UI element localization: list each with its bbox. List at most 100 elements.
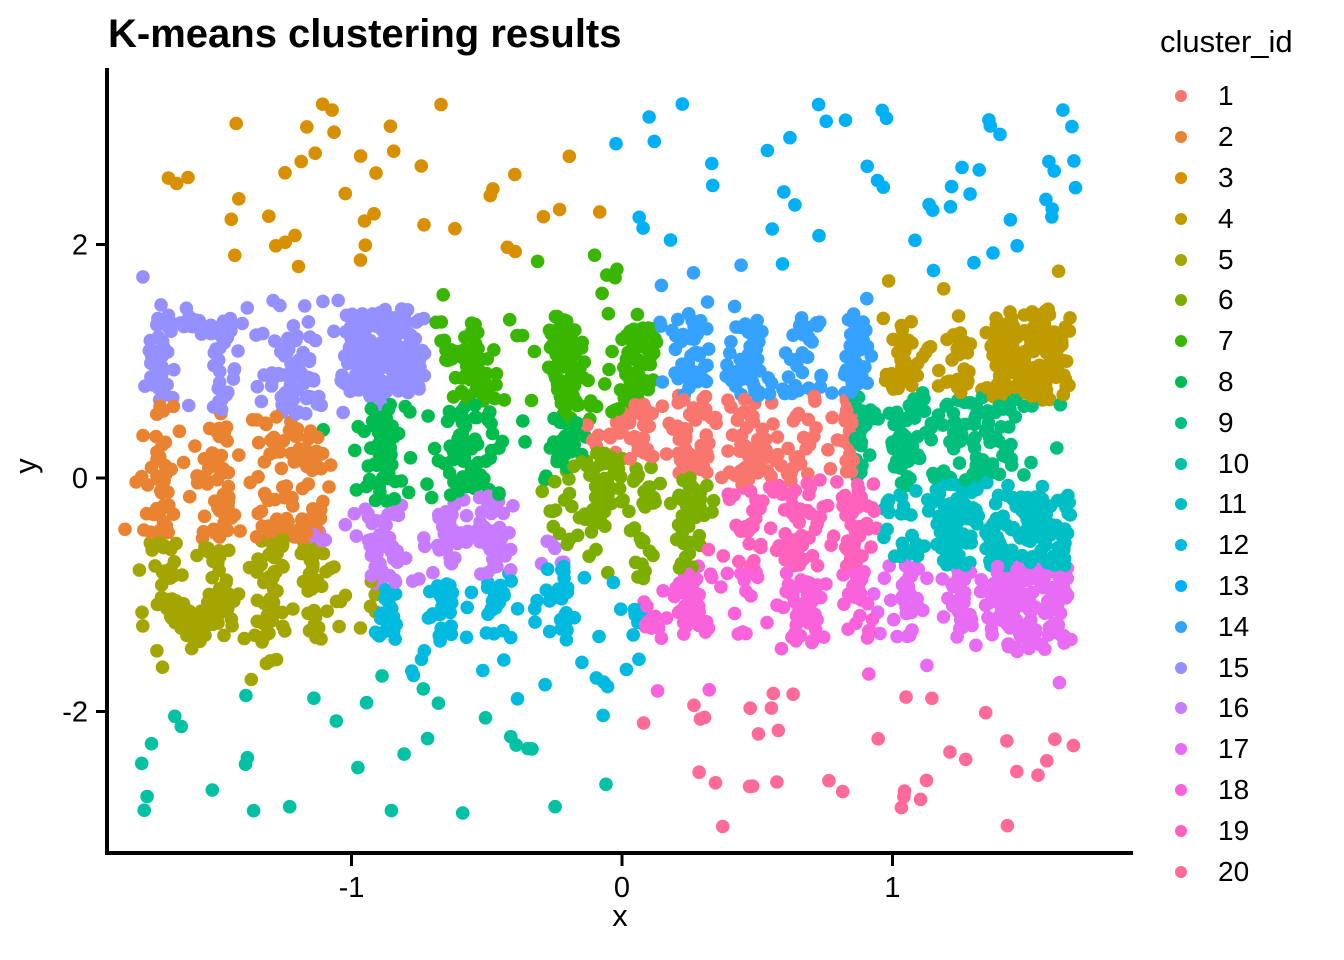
data-point <box>816 630 831 644</box>
data-point <box>510 692 525 706</box>
data-point <box>372 392 387 406</box>
data-point <box>686 266 701 280</box>
data-point <box>640 599 654 614</box>
data-point <box>663 496 678 511</box>
data-point <box>778 552 792 567</box>
data-point <box>1059 585 1073 600</box>
data-point <box>494 531 509 545</box>
data-point <box>823 462 838 476</box>
data-point <box>281 339 296 354</box>
data-point <box>262 209 276 223</box>
data-point <box>747 554 761 568</box>
data-point <box>249 328 263 342</box>
data-point <box>257 455 272 469</box>
data-point <box>553 389 568 404</box>
data-point <box>375 669 389 683</box>
data-point <box>894 800 909 815</box>
data-point <box>487 343 501 357</box>
data-point <box>746 503 760 518</box>
data-point <box>727 299 742 314</box>
data-point <box>923 340 938 354</box>
data-point <box>667 589 682 604</box>
legend-label: 2 <box>1218 121 1234 153</box>
data-point <box>550 377 565 391</box>
data-point <box>154 298 168 312</box>
data-point <box>144 736 159 751</box>
data-point <box>963 337 978 351</box>
legend-label: 14 <box>1218 610 1250 642</box>
data-point <box>811 97 826 112</box>
data-point <box>497 393 512 407</box>
data-point <box>966 467 980 481</box>
data-point <box>299 526 314 540</box>
data-point <box>853 608 867 623</box>
data-point <box>763 521 778 535</box>
data-point <box>168 709 182 724</box>
data-point <box>254 557 268 572</box>
data-point <box>902 605 916 620</box>
data-point <box>654 631 669 645</box>
data-point <box>410 380 425 395</box>
legend-item: 8 <box>1158 362 1342 403</box>
data-point <box>497 653 511 667</box>
data-point <box>809 316 824 330</box>
data-point <box>366 382 381 397</box>
data-point <box>574 341 589 355</box>
data-point <box>993 512 1008 527</box>
data-point <box>580 418 594 432</box>
data-point <box>599 477 614 492</box>
data-point <box>213 550 227 564</box>
data-point <box>397 365 411 380</box>
data-point <box>696 372 711 387</box>
data-point <box>417 218 431 232</box>
data-point <box>424 490 439 505</box>
data-point <box>268 334 282 348</box>
data-point <box>1054 628 1069 643</box>
data-point <box>349 529 364 543</box>
data-point <box>237 631 252 646</box>
data-point <box>347 506 362 521</box>
data-point <box>844 465 859 479</box>
data-point <box>931 379 946 393</box>
data-point <box>775 257 790 271</box>
data-point <box>788 510 803 524</box>
data-point <box>294 154 309 169</box>
data-point <box>1062 378 1076 393</box>
data-point <box>700 295 715 309</box>
data-point <box>464 585 479 600</box>
data-point <box>750 313 764 328</box>
data-point <box>353 149 368 163</box>
data-point <box>701 542 716 557</box>
data-point <box>369 166 383 180</box>
legend-label: 18 <box>1218 773 1250 805</box>
data-point <box>251 470 265 484</box>
data-point <box>967 255 981 270</box>
data-point <box>383 440 398 455</box>
data-point <box>796 430 811 445</box>
data-point <box>308 610 323 625</box>
data-point <box>948 529 963 543</box>
chart-title: K-means clustering results <box>108 12 622 56</box>
data-point <box>687 320 701 334</box>
data-point <box>725 428 740 442</box>
data-point <box>733 407 747 422</box>
data-point <box>777 185 791 199</box>
data-point <box>627 471 642 486</box>
data-point <box>370 438 385 453</box>
data-point <box>225 619 239 633</box>
data-point <box>232 448 246 462</box>
data-point <box>556 559 571 574</box>
data-point <box>692 618 706 633</box>
data-point <box>692 460 707 474</box>
data-point <box>1040 754 1054 768</box>
data-point <box>421 409 435 423</box>
data-point <box>862 667 876 681</box>
y-axis-title: y <box>7 458 43 474</box>
data-point <box>877 571 892 585</box>
data-point <box>229 116 243 131</box>
data-point <box>282 799 297 814</box>
data-point <box>363 334 378 348</box>
data-point <box>739 568 754 582</box>
data-point <box>824 538 838 552</box>
data-point <box>885 438 900 453</box>
